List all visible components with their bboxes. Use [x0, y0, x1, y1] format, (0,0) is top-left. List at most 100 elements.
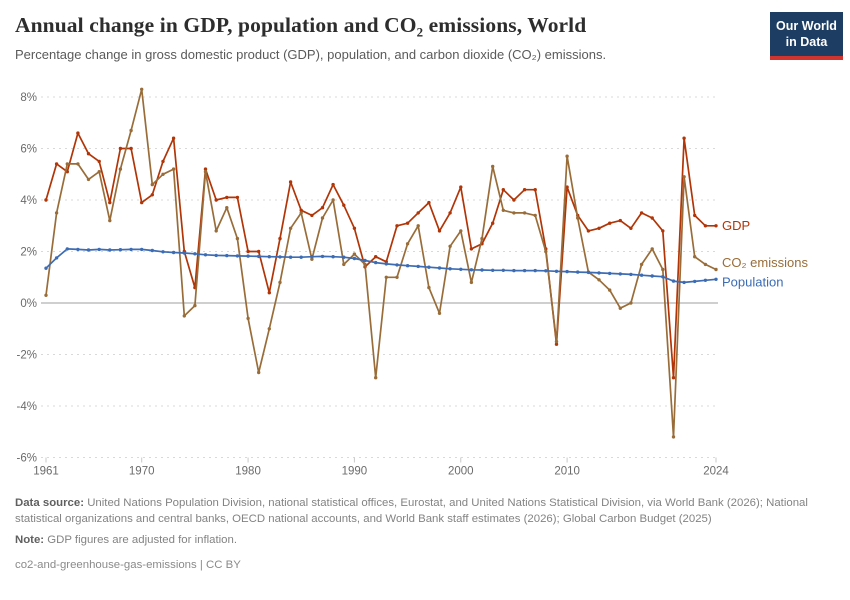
data-point[interactable]	[682, 175, 686, 179]
data-point[interactable]	[129, 247, 133, 252]
data-point[interactable]	[171, 136, 176, 140]
data-point[interactable]	[374, 376, 378, 380]
data-point[interactable]	[459, 229, 463, 233]
data-point[interactable]	[554, 342, 559, 346]
data-point[interactable]	[76, 162, 80, 166]
data-point[interactable]	[469, 268, 474, 272]
data-point[interactable]	[597, 278, 601, 282]
data-point[interactable]	[161, 159, 165, 164]
data-point[interactable]	[278, 280, 282, 285]
data-point[interactable]	[342, 203, 346, 207]
data-point[interactable]	[54, 162, 59, 166]
data-point[interactable]	[586, 270, 591, 275]
data-point[interactable]	[629, 301, 633, 305]
data-point[interactable]	[299, 208, 303, 212]
data-point[interactable]	[437, 229, 442, 233]
data-point[interactable]	[76, 131, 80, 135]
data-point[interactable]	[618, 272, 622, 276]
data-point[interactable]	[235, 195, 240, 200]
data-point[interactable]	[108, 200, 112, 205]
data-point[interactable]	[427, 285, 431, 290]
data-point[interactable]	[44, 266, 48, 270]
data-point[interactable]	[97, 159, 101, 164]
data-point[interactable]	[437, 311, 442, 315]
data-point[interactable]	[54, 211, 59, 215]
chart-canvas[interactable]: 8% 6% 4% 2% 0% -2% -4% -6%1961 1970 1980 1990 2000 2…	[0, 85, 850, 490]
data-point[interactable]	[161, 250, 165, 254]
data-point[interactable]	[44, 293, 48, 297]
data-point[interactable]	[480, 236, 484, 241]
data-point[interactable]	[331, 255, 335, 259]
data-point[interactable]	[235, 236, 240, 241]
data-point[interactable]	[278, 255, 282, 259]
data-point[interactable]	[671, 279, 676, 283]
data-point[interactable]	[395, 224, 399, 228]
data-point[interactable]	[608, 271, 612, 276]
data-point[interactable]	[331, 182, 335, 187]
data-point[interactable]	[140, 247, 144, 252]
data-point[interactable]	[288, 226, 293, 230]
data-point[interactable]	[682, 136, 686, 140]
data-point[interactable]	[405, 242, 410, 246]
data-point[interactable]	[140, 87, 144, 91]
data-point[interactable]	[661, 229, 665, 233]
data-point[interactable]	[693, 213, 697, 218]
data-point[interactable]	[65, 162, 70, 166]
owid-logo[interactable]: Our World in Data	[770, 12, 843, 60]
data-point[interactable]	[448, 211, 452, 215]
data-point[interactable]	[278, 236, 282, 241]
data-point[interactable]	[97, 170, 101, 174]
data-point[interactable]	[671, 376, 676, 380]
data-point[interactable]	[512, 198, 516, 202]
data-point[interactable]	[97, 247, 101, 252]
data-point[interactable]	[225, 253, 229, 258]
data-point[interactable]	[108, 248, 112, 252]
data-point[interactable]	[140, 200, 144, 205]
data-point[interactable]	[203, 170, 208, 174]
data-point[interactable]	[416, 224, 420, 228]
data-point[interactable]	[703, 224, 708, 228]
data-point[interactable]	[565, 269, 569, 274]
data-point[interactable]	[405, 221, 410, 225]
data-point[interactable]	[522, 188, 527, 192]
data-point[interactable]	[150, 193, 154, 197]
data-point[interactable]	[639, 211, 644, 215]
data-point[interactable]	[459, 185, 463, 189]
legend-label[interactable]: GDP	[722, 218, 750, 233]
data-point[interactable]	[650, 216, 654, 220]
data-point[interactable]	[565, 154, 569, 158]
series-population[interactable]: Population	[44, 247, 783, 289]
data-point[interactable]	[522, 268, 527, 273]
data-point[interactable]	[171, 250, 176, 255]
data-point[interactable]	[618, 306, 622, 310]
data-point[interactable]	[257, 254, 261, 259]
data-point[interactable]	[203, 167, 208, 171]
data-point[interactable]	[363, 258, 367, 263]
data-point[interactable]	[342, 255, 346, 259]
data-point[interactable]	[44, 198, 48, 202]
data-point[interactable]	[118, 167, 123, 171]
data-point[interactable]	[501, 208, 505, 212]
data-point[interactable]	[267, 291, 271, 295]
data-point[interactable]	[597, 271, 601, 275]
data-point[interactable]	[437, 266, 442, 270]
data-point[interactable]	[182, 314, 186, 318]
data-point[interactable]	[671, 435, 676, 439]
data-point[interactable]	[395, 263, 399, 267]
data-point[interactable]	[491, 221, 495, 225]
data-point[interactable]	[491, 268, 495, 272]
data-point[interactable]	[512, 211, 516, 215]
data-point[interactable]	[533, 188, 537, 192]
data-point[interactable]	[352, 252, 357, 256]
data-point[interactable]	[597, 226, 601, 230]
data-point[interactable]	[86, 152, 91, 156]
data-point[interactable]	[235, 254, 240, 258]
data-point[interactable]	[193, 303, 197, 308]
data-point[interactable]	[576, 216, 580, 220]
data-point[interactable]	[310, 257, 314, 261]
data-point[interactable]	[533, 268, 537, 273]
data-point[interactable]	[459, 267, 463, 271]
data-point[interactable]	[501, 268, 505, 272]
data-point[interactable]	[703, 278, 708, 282]
data-point[interactable]	[246, 254, 250, 258]
